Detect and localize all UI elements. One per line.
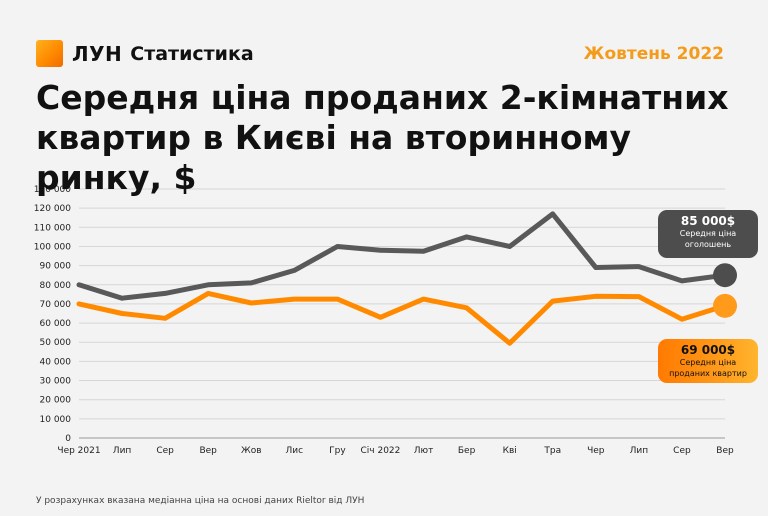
y-tick-label: 20 000 [40, 396, 72, 406]
y-axis: 0 10 000 20 000 30 000 40 000 50 000 60 000 70 … [34, 185, 71, 444]
luna-logo: ЛУН Статистика [36, 40, 254, 67]
x-tick-label: Лис [286, 446, 304, 456]
y-tick-label: 130 000 [34, 185, 71, 195]
logo-subtitle: Статистика [130, 42, 254, 65]
report-date: Жовтень 2022 [583, 44, 724, 64]
x-tick-label: Лип [113, 446, 132, 456]
sold-price-label-2: проданих квартир [669, 369, 747, 378]
logo-word: ЛУН [72, 41, 123, 66]
x-tick-label: Січ 2022 [361, 446, 401, 456]
x-tick-label: Вер [716, 446, 734, 456]
x-tick-label: Бер [458, 446, 476, 456]
x-tick-label: Лют [414, 446, 434, 456]
listing-price-callout: 85 000$ Середня ціна оголошень [658, 210, 758, 258]
footnote: У розрахунках вказана медіанна ціна на о… [36, 496, 365, 506]
x-tick-label: Вер [199, 446, 217, 456]
sold-price-dot [713, 293, 737, 318]
y-tick-label: 10 000 [40, 415, 72, 425]
x-tick-label: Гру [329, 446, 346, 456]
y-tick-label: 40 000 [40, 357, 72, 367]
y-tick-label: 50 000 [40, 338, 72, 348]
y-tick-label: 120 000 [34, 204, 71, 214]
sold-price-line [76, 290, 728, 346]
y-tick-label: 90 000 [40, 262, 72, 272]
y-tick-label: 70 000 [40, 300, 72, 310]
y-tick-label: 100 000 [34, 242, 71, 252]
series-lines [76, 211, 737, 346]
listing-price-value: 85 000$ [680, 214, 736, 228]
y-tick-label: 60 000 [40, 319, 72, 329]
logo-square-icon [36, 40, 63, 67]
sold-price-label-1: Середня ціна [679, 358, 737, 367]
listing-price-line [76, 211, 728, 301]
sold-price-value: 69 000$ [680, 343, 736, 357]
chart-grid [79, 188, 725, 439]
chart-title: Середня ціна проданих 2-кімнатних кварти… [36, 78, 729, 197]
y-tick-label: 30 000 [40, 377, 72, 387]
x-tick-label: Лип [630, 446, 649, 456]
x-tick-label: Кві [503, 446, 517, 456]
x-tick-label: Сер [673, 446, 691, 456]
x-tick-label: Чер 2021 [57, 446, 100, 456]
x-tick-label: Чер [587, 446, 605, 456]
y-tick-label: 110 000 [34, 223, 71, 233]
listing-price-label-1: Середня ціна [679, 229, 737, 238]
y-tick-label: 0 [65, 434, 71, 444]
listing-price-dot [713, 263, 737, 288]
x-axis: Чер 2021 Лип Сер Вер Жов Лис Гру Січ 2022 Лют Бер… [57, 446, 734, 456]
sold-price-callout: 69 000$ Середня ціна проданих квартир [658, 339, 758, 383]
x-tick-label: Жов [241, 446, 262, 456]
listing-price-label-2: оголошень [684, 240, 732, 249]
x-tick-label: Тра [543, 446, 561, 456]
y-tick-label: 80 000 [40, 281, 72, 291]
x-tick-label: Сер [156, 446, 174, 456]
